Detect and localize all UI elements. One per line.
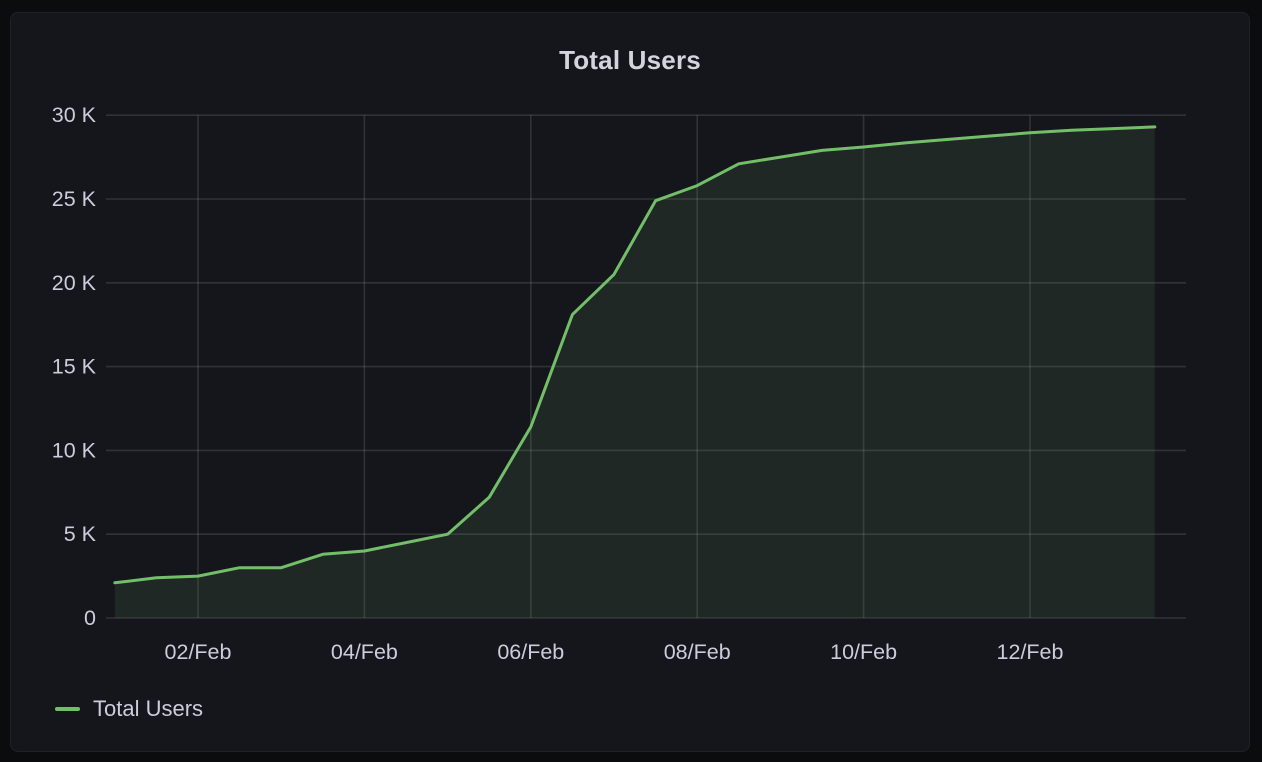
- legend: Total Users: [55, 696, 203, 722]
- y-axis-tick-label: 20 K: [52, 271, 97, 295]
- y-axis-tick-label: 5 K: [64, 522, 97, 546]
- y-axis-tick-label: 25 K: [52, 187, 97, 211]
- legend-series-label[interactable]: Total Users: [93, 696, 204, 721]
- y-axis-tick-label: 15 K: [52, 355, 97, 379]
- y-axis-tick-label: 30 K: [52, 103, 97, 127]
- grid-layer: [106, 114, 1186, 619]
- series-layer: [113, 125, 1157, 619]
- series-line: [113, 125, 1157, 585]
- series-area-fill: [114, 126, 1155, 619]
- panel-title[interactable]: Total Users: [559, 45, 701, 75]
- chart-panel: Total Users: [10, 12, 1250, 752]
- x-axis-tick-label: 04/Feb: [331, 640, 398, 664]
- x-axis-tick-label: 12/Feb: [997, 640, 1064, 664]
- y-axis-tick-label: 10 K: [52, 438, 97, 462]
- x-axis-tick-label: 02/Feb: [165, 640, 232, 664]
- x-axis-tick-label: 06/Feb: [497, 640, 564, 664]
- x-axis-tick-label: 10/Feb: [830, 640, 897, 664]
- axis-layer: 0 5 K 10 K 15 K 20 K 25 K 30 K 02/Feb 04/Feb 06/F…: [52, 103, 1064, 664]
- y-axis-tick-label: 0: [84, 606, 96, 630]
- x-axis-tick-label: 08/Feb: [664, 640, 731, 664]
- legend-series-dash-icon: [55, 707, 80, 711]
